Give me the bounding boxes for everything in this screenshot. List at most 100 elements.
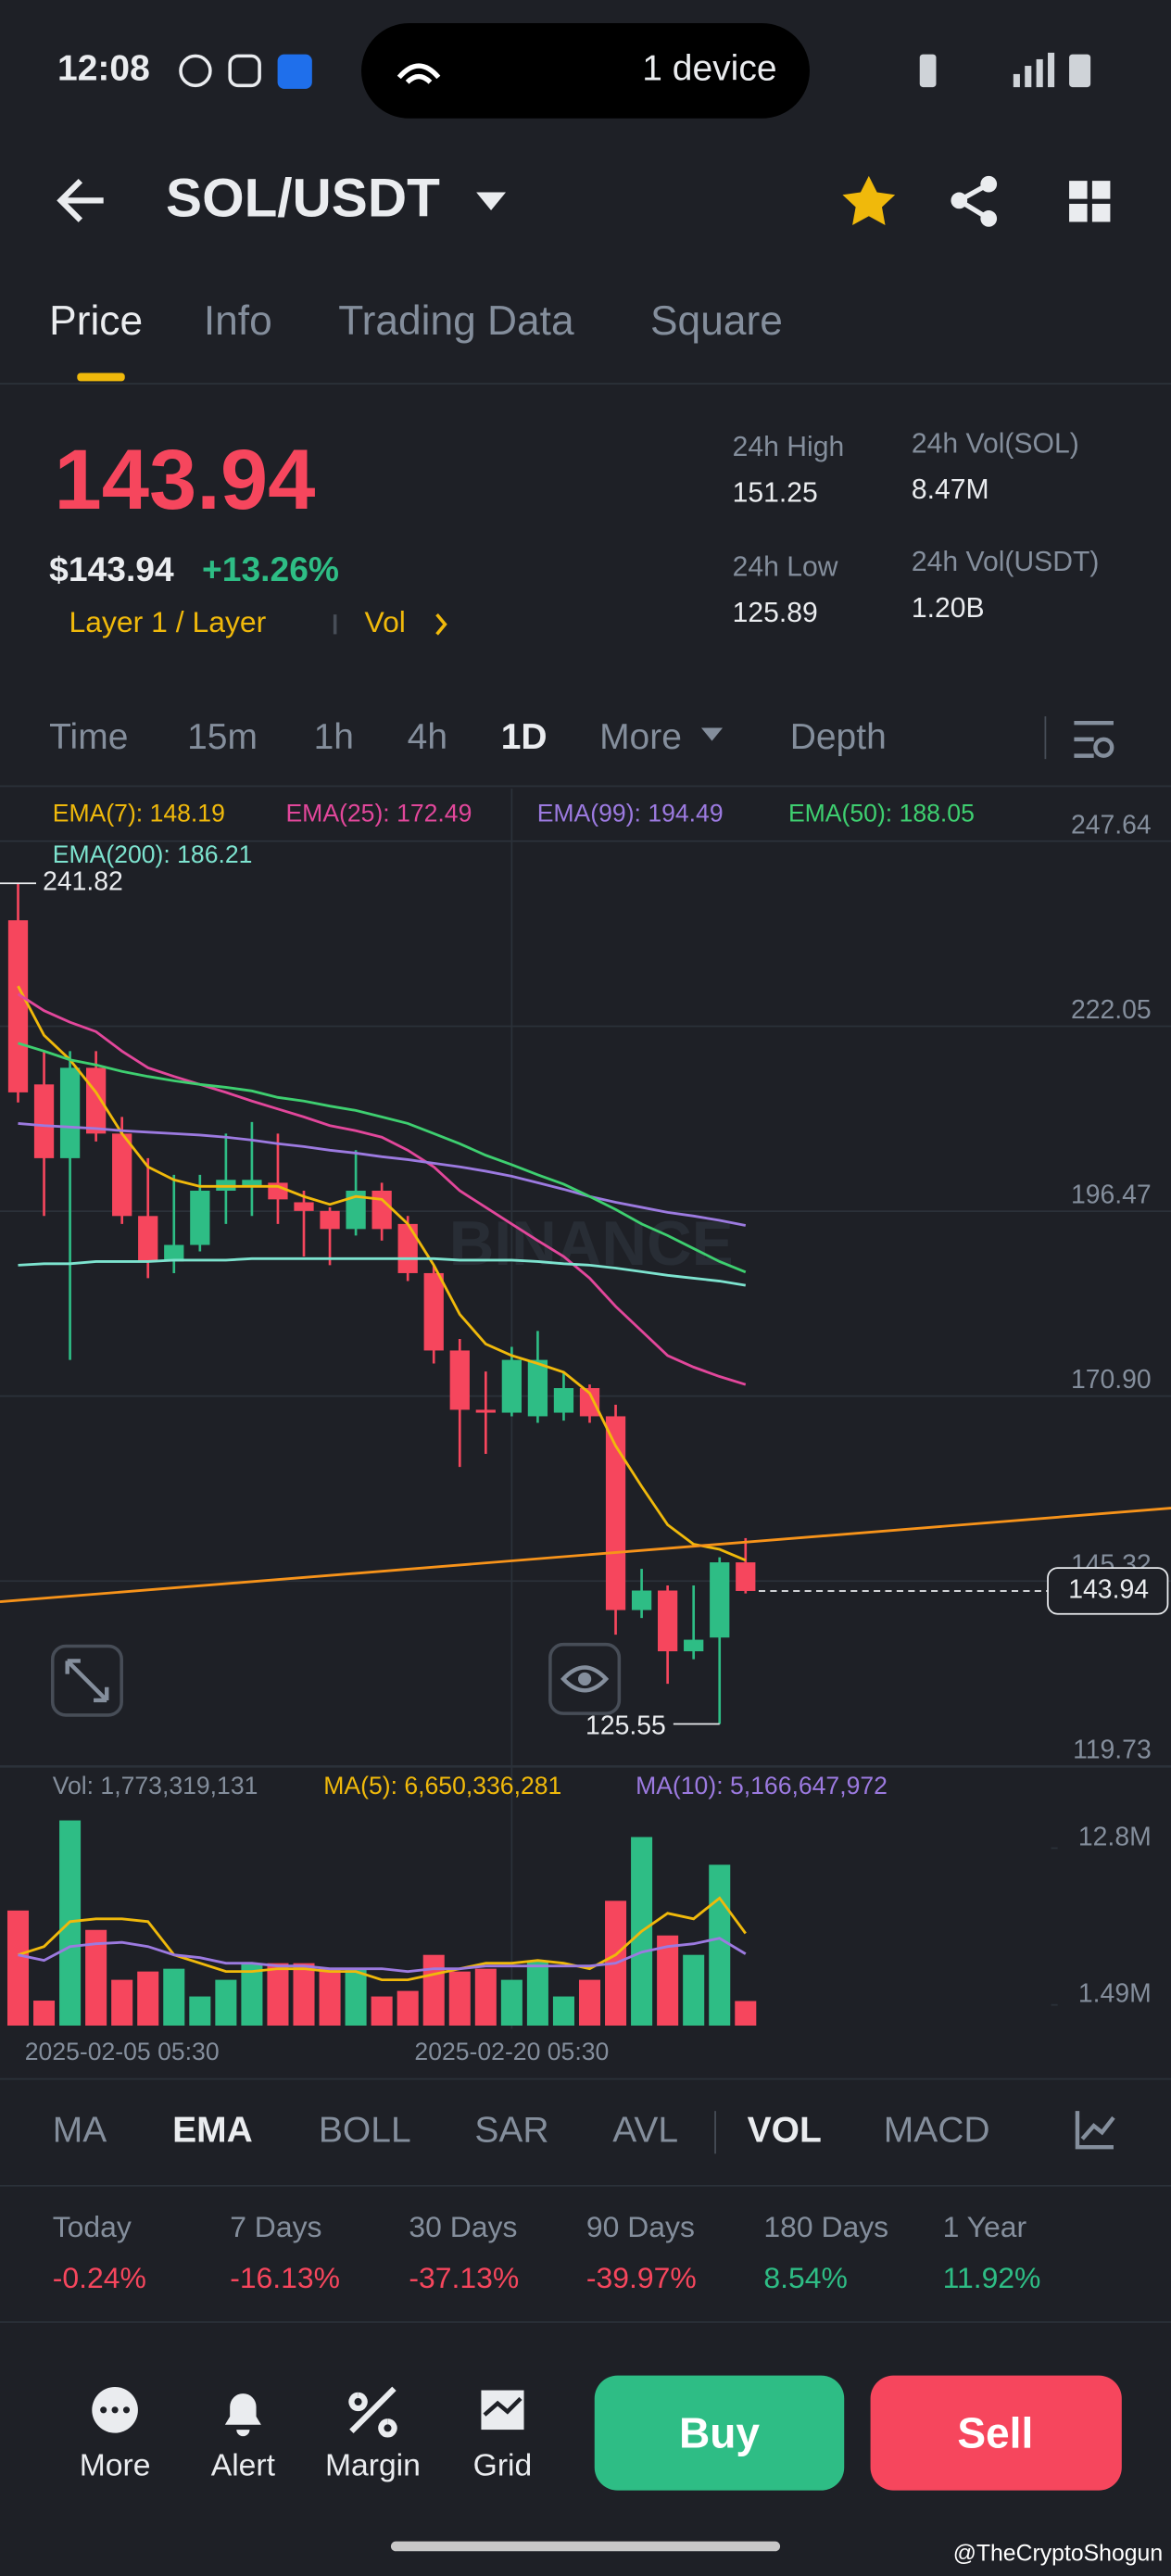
volume-bar: [345, 1968, 367, 2026]
interval[interactable]: 15m: [187, 717, 258, 757]
indicator-settings[interactable]: [1075, 2111, 1115, 2150]
volume-bar: [6, 1910, 30, 2026]
perf-label: Today: [53, 2210, 132, 2243]
volume-legend: MA(10): 5,166,647,972: [636, 1772, 888, 1799]
candle-body: [579, 1388, 600, 1417]
x-tick-label: 2025-02-05 05:30: [25, 2038, 220, 2065]
vol-link[interactable]: Vol: [365, 605, 406, 638]
performance: Today -0.24% 7 Days -16.13% 30 Days -37.13% 90…: [53, 2210, 1041, 2294]
low-label: 125.55: [586, 1711, 666, 1740]
volume-bar: [657, 1935, 679, 2026]
interval[interactable]: 1h: [314, 717, 354, 757]
status-app-icons: [179, 54, 312, 89]
volume-bar: [552, 1996, 574, 2026]
sell-button[interactable]: [870, 2375, 1122, 2491]
layout-button[interactable]: [1069, 181, 1111, 222]
y-tick-label: 196.47: [1071, 1181, 1152, 1210]
volume-bar: [422, 1954, 445, 2026]
indicator-tab[interactable]: MACD: [884, 2111, 990, 2151]
stat-value: 8.47M: [912, 474, 989, 505]
nav-label[interactable]: Margin: [325, 2449, 421, 2483]
pair-title[interactable]: SOL/USDT: [166, 169, 440, 229]
high-label: 241.82: [43, 867, 123, 897]
eye-pupil: [578, 1672, 592, 1686]
separator: [714, 2111, 716, 2154]
ema-line: [18, 1122, 747, 1227]
perf-label: 7 Days: [230, 2210, 321, 2243]
volume-bar: [474, 1968, 497, 2026]
volume-bar: [215, 1979, 237, 2026]
change: +13.26%: [202, 549, 339, 588]
indicator-tab[interactable]: SAR: [474, 2111, 548, 2151]
interval[interactable]: Time: [49, 717, 128, 757]
interval[interactable]: 4h: [408, 717, 447, 757]
volume-bar: [137, 1971, 159, 2026]
interval[interactable]: Depth: [790, 717, 887, 757]
chart-settings[interactable]: [1074, 720, 1114, 758]
candle-body: [190, 1190, 210, 1245]
candle-body: [501, 1359, 523, 1413]
candle-body: [164, 1244, 184, 1262]
stat-value: 1.20B: [912, 593, 985, 624]
candle-body: [684, 1639, 704, 1652]
pair-dropdown[interactable]: [476, 192, 507, 211]
nav-label[interactable]: More: [80, 2449, 151, 2483]
chart-watermark: BINANCE: [449, 1209, 734, 1279]
chevron: [435, 613, 447, 636]
perf-value: -16.13%: [230, 2261, 340, 2294]
candle-body: [242, 1180, 262, 1187]
stat-label: 24h Low: [733, 551, 838, 582]
tab[interactable]: Info: [204, 298, 272, 344]
perf-label: 180 Days: [763, 2210, 888, 2243]
trend-line[interactable]: [0, 1507, 1171, 1604]
volume-bar: [397, 1990, 419, 2026]
last-price-label: 143.94: [1068, 1574, 1149, 1604]
tab[interactable]: Trading Data: [338, 298, 574, 344]
buy-button[interactable]: [594, 2375, 845, 2491]
volume-legend: MA(5): 6,650,336,281: [323, 1772, 561, 1799]
back-button[interactable]: [57, 178, 104, 222]
eye-button[interactable]: [548, 1642, 622, 1715]
separator: [1044, 716, 1047, 760]
hotspot-icon: [397, 63, 441, 84]
indicator-tab[interactable]: VOL: [748, 2111, 822, 2151]
interval[interactable]: More: [599, 717, 682, 757]
interval-active[interactable]: 1D: [501, 717, 548, 757]
legend-entry: EMA(25): 172.49: [285, 799, 472, 827]
candle-body: [346, 1190, 366, 1230]
divider: [0, 383, 1171, 385]
island-text: 1 device: [642, 49, 776, 89]
candle-body: [658, 1590, 678, 1652]
tab[interactable]: Price: [49, 298, 143, 344]
volume-bar: [683, 1954, 705, 2026]
divider: [0, 2184, 1171, 2187]
share-button[interactable]: [951, 175, 998, 227]
volume-bar: [578, 1979, 601, 2026]
tab[interactable]: Square: [650, 298, 783, 344]
candle-body: [7, 920, 29, 1092]
nav-label[interactable]: Alert: [211, 2449, 276, 2483]
favorite-star[interactable]: [842, 175, 896, 226]
volume-tick-label: 1.49M: [1078, 1979, 1152, 2009]
indicator-tab[interactable]: AVL: [612, 2111, 678, 2151]
volume-bar: [319, 1968, 341, 2026]
separator: [333, 614, 337, 635]
status-icons: [919, 52, 1091, 88]
ema-line: [17, 985, 747, 1562]
indicator-tab[interactable]: MA: [53, 2111, 107, 2151]
volume-ma-line: [18, 1896, 747, 1982]
stat-label: 24h Vol(SOL): [912, 429, 1079, 460]
nav-label[interactable]: Grid: [473, 2449, 533, 2483]
indicator-tab[interactable]: EMA: [172, 2111, 253, 2151]
volume-bar: [267, 1963, 289, 2026]
expand-button[interactable]: [50, 1644, 123, 1717]
volume-bar: [85, 1929, 107, 2026]
ema-line: [18, 1256, 747, 1287]
tag[interactable]: Layer 1 / Layer: [69, 605, 266, 638]
volume-bar: [371, 1996, 393, 2026]
chart: 247.64222.05196.47170.90145.32119.73BINA…: [0, 789, 1171, 2065]
x-tick-label: 2025-02-20 05:30: [414, 2038, 609, 2065]
legend-entry: EMA(200): 186.21: [53, 840, 253, 868]
indicator-tab[interactable]: BOLL: [319, 2111, 411, 2151]
